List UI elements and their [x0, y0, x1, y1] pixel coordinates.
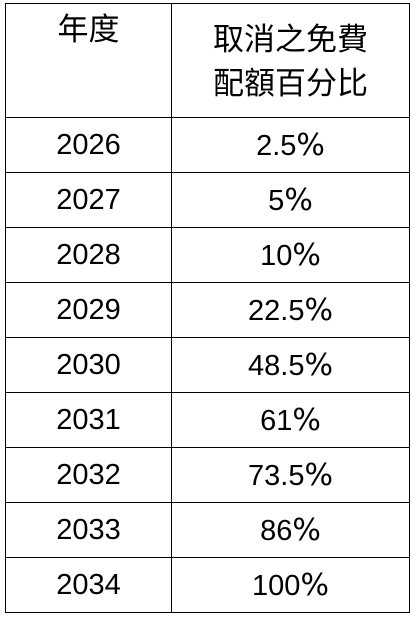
header-row: 年度 取消之免費 配額百分比 [5, 3, 410, 118]
percentage-cell: 48.5% [171, 337, 410, 393]
percentage-cell: 5% [171, 172, 410, 228]
table-row: 2026 2.5% [5, 117, 410, 173]
percentage-number: 22.5 [248, 294, 305, 327]
percentage-cell: 2.5% [171, 117, 410, 173]
percentage-cell: 100% [171, 557, 410, 613]
year-cell: 2031 [5, 392, 172, 448]
table-row: 2027 5% [5, 172, 410, 228]
table-row: 2032 73.5% [5, 447, 410, 503]
table-row: 2029 22.5% [5, 282, 410, 338]
percentage-number: 61 [260, 404, 293, 437]
percentage-number: 73.5 [248, 459, 305, 492]
percentage-number: 100 [252, 569, 301, 602]
table-row: 2031 61% [5, 392, 410, 448]
percentage-column-header: 取消之免費 配額百分比 [171, 3, 410, 118]
year-cell: 2027 [5, 172, 172, 228]
year-cell: 2034 [5, 557, 172, 613]
percentage-cell: 73.5% [171, 447, 410, 503]
percent-sign: % [300, 567, 329, 603]
percentage-cell: 61% [171, 392, 410, 448]
free-allocation-table: 年度 取消之免費 配額百分比 2026 2.5% 2027 5% 2028 10% 2029… [5, 3, 410, 613]
table-row: 2028 10% [5, 227, 410, 283]
percent-sign: % [284, 182, 313, 218]
year-cell: 2028 [5, 227, 172, 283]
year-cell: 2026 [5, 117, 172, 173]
percent-sign: % [304, 457, 333, 493]
percentage-header-line-2: 配額百分比 [213, 65, 368, 102]
percentage-value: 48.5% [248, 348, 333, 383]
percent-sign: % [292, 512, 321, 548]
percentage-number: 86 [260, 514, 293, 547]
percent-sign: % [304, 292, 333, 328]
percentage-number: 2.5 [256, 129, 297, 162]
percentage-value: 73.5% [248, 458, 333, 493]
percentage-number: 10 [260, 239, 293, 272]
year-column-header: 年度 [5, 3, 172, 118]
table-row: 2030 48.5% [5, 337, 410, 393]
percentage-number: 48.5 [248, 349, 305, 382]
percentage-value: 100% [252, 568, 329, 603]
percentage-value: 86% [260, 513, 321, 548]
year-cell: 2032 [5, 447, 172, 503]
percentage-number: 5 [268, 184, 285, 217]
percentage-value: 61% [260, 403, 321, 438]
table-body: 2026 2.5% 2027 5% 2028 10% 2029 22.5% 2030 48.5% 2… [5, 117, 410, 613]
percent-sign: % [292, 237, 321, 273]
percentage-value: 2.5% [256, 128, 325, 163]
table-row: 2033 86% [5, 502, 410, 558]
year-cell: 2033 [5, 502, 172, 558]
percentage-value: 22.5% [248, 293, 333, 328]
table-row: 2034 100% [5, 557, 410, 613]
percent-sign: % [292, 402, 321, 438]
percentage-cell: 22.5% [171, 282, 410, 338]
percent-sign: % [304, 347, 333, 383]
percentage-value: 10% [260, 238, 321, 273]
year-cell: 2029 [5, 282, 172, 338]
percent-sign: % [296, 127, 325, 163]
percentage-cell: 86% [171, 502, 410, 558]
year-cell: 2030 [5, 337, 172, 393]
percentage-cell: 10% [171, 227, 410, 283]
percentage-value: 5% [268, 183, 313, 218]
percentage-header-line-1: 取消之免費 [213, 21, 368, 58]
